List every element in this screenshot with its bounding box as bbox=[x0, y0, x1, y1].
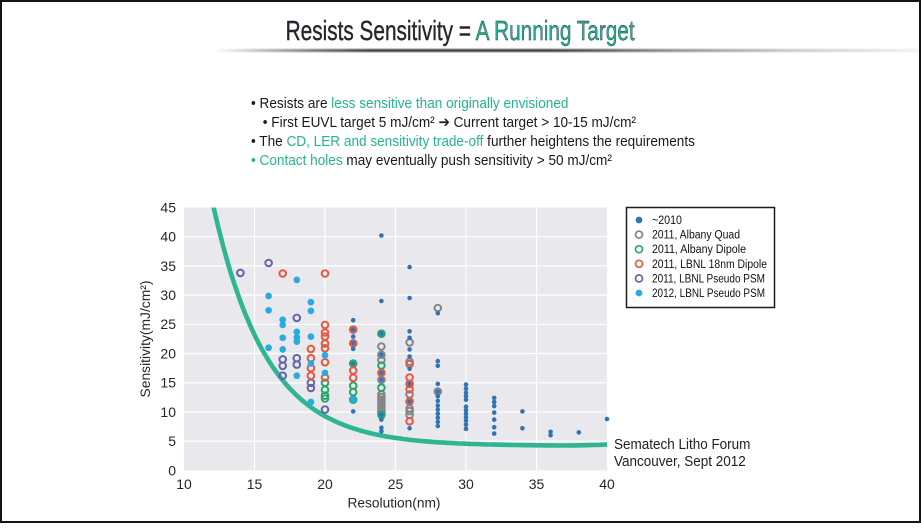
svg-text:30: 30 bbox=[160, 287, 176, 303]
svg-text:35: 35 bbox=[160, 258, 176, 274]
svg-text:5: 5 bbox=[168, 433, 176, 449]
svg-text:2012, LBNL Pseudo PSM: 2012, LBNL Pseudo PSM bbox=[652, 288, 765, 300]
svg-text:20: 20 bbox=[317, 476, 333, 492]
svg-text:15: 15 bbox=[247, 476, 263, 492]
svg-text:15: 15 bbox=[160, 375, 176, 391]
svg-text:Resolution(nm): Resolution(nm) bbox=[348, 496, 441, 511]
svg-text:2011, Albany Dipole: 2011, Albany Dipole bbox=[652, 244, 746, 256]
svg-text:25: 25 bbox=[160, 316, 176, 332]
svg-text:40: 40 bbox=[160, 229, 176, 245]
svg-text:30: 30 bbox=[458, 476, 474, 492]
svg-text:35: 35 bbox=[529, 476, 545, 492]
svg-text:20: 20 bbox=[160, 345, 176, 361]
svg-text:10: 10 bbox=[160, 404, 176, 420]
svg-text:10: 10 bbox=[176, 476, 192, 492]
svg-text:~2010: ~2010 bbox=[652, 215, 682, 227]
svg-text:25: 25 bbox=[388, 476, 404, 492]
svg-text:45: 45 bbox=[160, 199, 176, 215]
svg-text:40: 40 bbox=[599, 476, 615, 492]
svg-text:Sensitivity(mJ/cm²): Sensitivity(mJ/cm²) bbox=[138, 281, 153, 398]
svg-text:2011, LBNL 18nm Dipole: 2011, LBNL 18nm Dipole bbox=[652, 259, 767, 271]
svg-text:0: 0 bbox=[168, 462, 176, 478]
svg-text:2011, LBNL Pseudo PSM: 2011, LBNL Pseudo PSM bbox=[652, 273, 765, 285]
svg-text:2011, Albany Quad: 2011, Albany Quad bbox=[652, 230, 740, 242]
